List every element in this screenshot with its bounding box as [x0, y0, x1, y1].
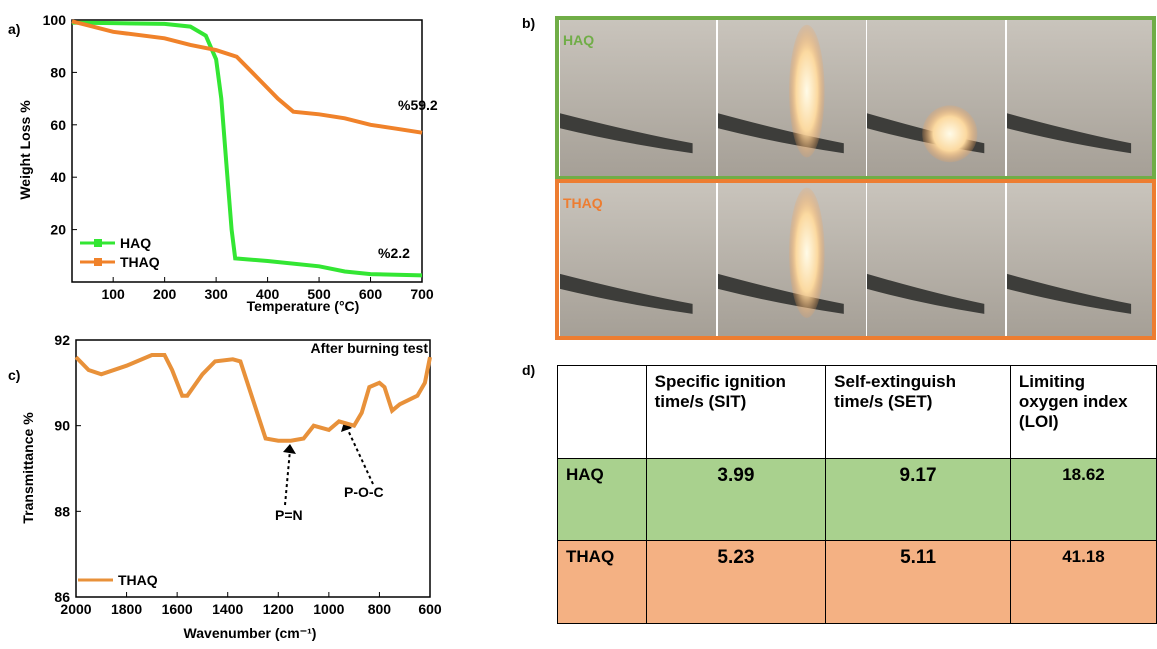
- row-label: THAQ: [558, 541, 647, 624]
- row-label: HAQ: [563, 32, 594, 48]
- y-tick-label: 80: [50, 64, 66, 80]
- figure: a) b) c) d) HAQTHAQ 10020030040050060070…: [0, 0, 1157, 649]
- arrow: [285, 450, 290, 505]
- x-tick-label: 1400: [212, 601, 243, 617]
- y-tick-label: 100: [43, 12, 67, 28]
- cell: 9.17: [826, 459, 1011, 541]
- annotation: %2.2: [378, 245, 410, 261]
- cell: 5.23: [646, 541, 826, 624]
- cell: 3.99: [646, 459, 826, 541]
- x-tick-label: 800: [368, 601, 392, 617]
- arrow: [347, 428, 373, 484]
- y-axis-label: Transmittance %: [20, 412, 36, 524]
- photo: [1007, 20, 1153, 178]
- x-tick-label: 200: [153, 286, 177, 302]
- x-tick-label: 300: [204, 286, 228, 302]
- legend-label: THAQ: [120, 254, 160, 270]
- y-tick-label: 20: [50, 222, 66, 238]
- x-tick-label: 1000: [313, 601, 344, 617]
- cell: 18.62: [1010, 459, 1156, 541]
- arrow-head: [283, 444, 296, 454]
- annotation: %59.2: [398, 97, 438, 113]
- y-tick-label: 92: [54, 332, 70, 348]
- x-tick-label: 100: [101, 286, 125, 302]
- x-tick-label: 1800: [111, 601, 142, 617]
- y-tick-label: 88: [54, 503, 70, 519]
- photo-panel: HAQ THAQ: [557, 18, 1154, 338]
- series-line: [72, 21, 422, 132]
- legend-marker: [94, 258, 102, 266]
- row-label: THAQ: [563, 195, 603, 211]
- annotation: P=N: [275, 507, 303, 523]
- cell: 41.18: [1010, 541, 1156, 624]
- cell: 5.11: [826, 541, 1011, 624]
- flame: [789, 25, 825, 158]
- y-tick-label: 86: [54, 589, 70, 605]
- panel-label: a): [8, 21, 20, 37]
- plot-frame: [76, 340, 430, 597]
- panel-label: d): [522, 362, 535, 378]
- legend-marker: [94, 239, 102, 247]
- annotation: P-O-C: [344, 484, 384, 500]
- annotation: After burning test: [311, 340, 429, 356]
- panel-label: b): [522, 15, 535, 31]
- flame: [922, 105, 977, 162]
- legend-label: THAQ: [118, 572, 158, 588]
- row-label: HAQ: [558, 459, 647, 541]
- y-axis-label: Weight Loss %: [17, 100, 33, 200]
- photo: [1007, 183, 1153, 338]
- flame: [789, 188, 825, 318]
- x-tick-label: 600: [418, 601, 442, 617]
- photo: [867, 183, 1005, 338]
- empty-cell: [558, 366, 647, 459]
- header-cell: Specific ignition time/s (SIT): [646, 366, 826, 459]
- y-tick-label: 60: [50, 117, 66, 133]
- x-tick-label: 700: [410, 286, 434, 302]
- y-tick-label: 90: [54, 418, 70, 434]
- legend-label: HAQ: [120, 235, 151, 251]
- x-axis-label: Wavenumber (cm⁻¹): [184, 625, 317, 641]
- panel-label: c): [8, 367, 20, 383]
- x-tick-label: 1200: [263, 601, 294, 617]
- x-tick-label: 1600: [162, 601, 193, 617]
- series-line: [76, 355, 430, 441]
- header-cell: Self-extinguish time/s (SET): [826, 366, 1011, 459]
- header-cell: Limiting oxygen index (LOI): [1010, 366, 1156, 459]
- results-table: Specific ignition time/s (SIT) Self-exti…: [557, 365, 1157, 624]
- x-tick-label: 600: [359, 286, 383, 302]
- x-axis-label: Temperature (°C): [247, 298, 360, 314]
- y-tick-label: 40: [50, 169, 66, 185]
